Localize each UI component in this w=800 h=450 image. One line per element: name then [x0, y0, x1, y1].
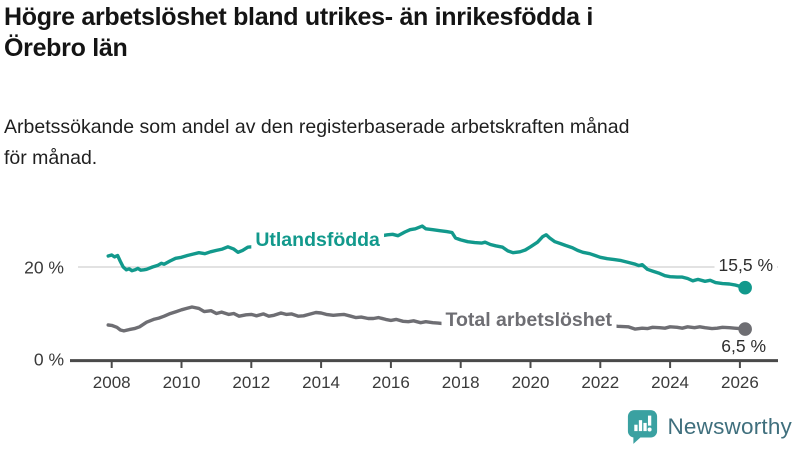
series-end-dot-total [738, 322, 752, 336]
x-tick-label-2026: 2026 [721, 373, 759, 392]
x-tick-label-2018: 2018 [442, 373, 480, 392]
end-value-label-total-backing [717, 334, 770, 358]
end-value-label-total: 6,5 % [721, 336, 766, 356]
y-tick-label-0: 0 % [34, 350, 64, 370]
subtitle-line-1: Arbetssökande som andel av den registerb… [4, 116, 630, 138]
x-tick-label-2022: 2022 [581, 373, 619, 392]
page-title: Högre arbetslöshet bland utrikes- än inr… [4, 2, 764, 64]
x-tick-label-2020: 2020 [512, 373, 550, 392]
series-label-total-backing [441, 306, 617, 333]
x-tick-label-2008: 2008 [93, 373, 131, 392]
series-line-total [106, 305, 747, 333]
x-tick-label-2012: 2012 [232, 373, 270, 392]
subtitle-line-2: för månad. [4, 147, 98, 169]
x-tick-label-2016: 2016 [372, 373, 410, 392]
series-end-dot-utlandsfodda [738, 280, 752, 295]
series-label-utlandsfodda: Utlandsfödda [255, 229, 380, 251]
page-subtitle: Arbetssökande som andel av den registerb… [4, 112, 794, 174]
y-tick-label-20: 20 % [24, 258, 64, 278]
title-line-2: Örebro län [4, 34, 128, 62]
newsworthy-speech-bubble-chart-icon [628, 410, 658, 444]
newsworthy-logo: Newsworthy [627, 409, 792, 445]
x-tick-label-2024: 2024 [651, 373, 689, 392]
series-label-total: Total arbetslöshet [445, 309, 612, 331]
x-tick-label-2010: 2010 [163, 373, 201, 392]
end-value-label-utlandsfodda-backing [714, 253, 777, 277]
series-label-utlandsfodda-backing [251, 226, 385, 253]
title-line-1: Högre arbetslöshet bland utrikes- än inr… [4, 3, 593, 31]
x-tick-label-2014: 2014 [302, 373, 340, 392]
end-value-label-utlandsfodda: 15,5 % [719, 255, 773, 275]
newsworthy-wordmark: Newsworthy [667, 414, 792, 439]
series-line-utlandsfodda [106, 224, 747, 290]
